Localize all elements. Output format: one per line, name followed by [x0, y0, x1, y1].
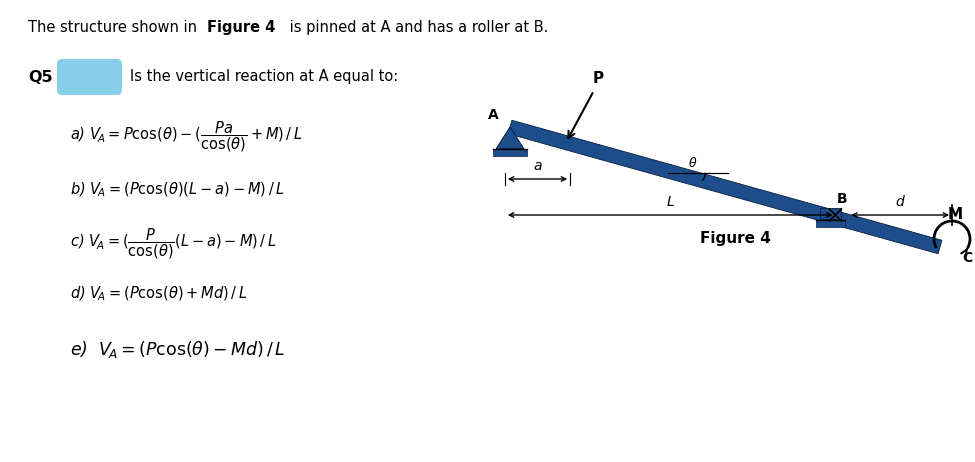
Bar [820, 208, 841, 219]
Text: d) $V_{\!A} = (P\cos(\theta) + Md)\,/\,L$: d) $V_{\!A} = (P\cos(\theta) + Md)\,/\,L… [70, 285, 248, 303]
Text: The structure shown in: The structure shown in [28, 19, 202, 35]
Text: a: a [533, 159, 542, 173]
Text: d: d [896, 195, 905, 209]
Bar [816, 220, 844, 227]
Text: L: L [666, 195, 674, 209]
Text: P: P [593, 71, 604, 85]
Polygon shape [508, 120, 942, 254]
Text: A: A [488, 108, 499, 122]
Text: b) $V_{\!A} = (P\cos(\theta)(L - a) - M)\,/\,L$: b) $V_{\!A} = (P\cos(\theta)(L - a) - M)… [70, 181, 285, 199]
FancyBboxPatch shape [57, 59, 122, 95]
Text: e)  $V_{\!A} = (P\cos(\theta) - Md)\,/\,L$: e) $V_{\!A} = (P\cos(\theta) - Md)\,/\,L… [70, 340, 286, 360]
Text: B: B [837, 192, 847, 207]
Polygon shape [496, 127, 524, 149]
Text: M: M [948, 207, 963, 222]
Text: a) $V_{\!A} = P\cos(\theta) - (\dfrac{Pa}{\cos(\theta)} + M)\,/\,L$: a) $V_{\!A} = P\cos(\theta) - (\dfrac{Pa… [70, 120, 302, 154]
Text: Figure 4: Figure 4 [700, 231, 770, 246]
Text: Is the vertical reaction at A equal to:: Is the vertical reaction at A equal to: [130, 69, 398, 85]
Text: C: C [962, 251, 972, 265]
Text: $\theta$: $\theta$ [688, 156, 698, 170]
Text: is pinned at A and has a roller at B.: is pinned at A and has a roller at B. [285, 19, 548, 35]
Text: Q5: Q5 [28, 69, 53, 85]
Bar [493, 149, 526, 156]
Text: Figure 4: Figure 4 [207, 19, 275, 35]
Text: c) $V_{\!A} = (\dfrac{P}{\cos(\theta)}(L - a) - M)\,/\,L$: c) $V_{\!A} = (\dfrac{P}{\cos(\theta)}(L… [70, 227, 276, 261]
